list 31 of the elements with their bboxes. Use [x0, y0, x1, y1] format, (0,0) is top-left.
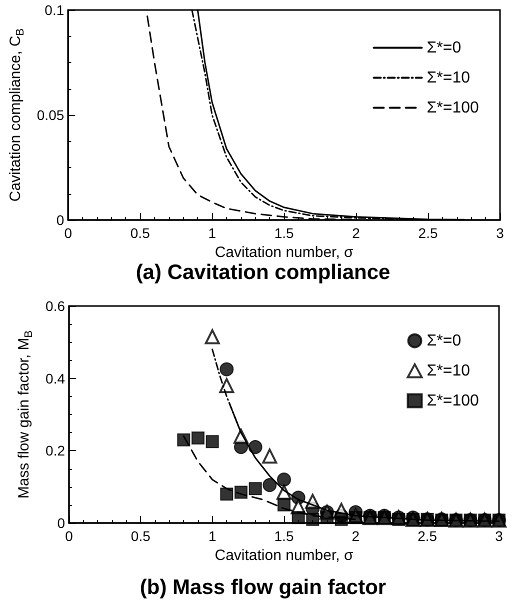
legend-label: Σ*=10 [426, 362, 470, 380]
y-axis-title: Mass flow gain factor, MB [16, 330, 36, 499]
legend-label: Σ*=0 [426, 39, 462, 56]
x-tick-label: 0.5 [130, 528, 151, 544]
x-tick-label: 2 [352, 528, 360, 544]
x-tick-label: 3 [496, 225, 504, 241]
x-tick-label: 1 [208, 528, 216, 544]
x-tick-label: 1.5 [274, 225, 294, 241]
legend-label: Σ*=100 [426, 392, 480, 410]
x-tick-label: 2.5 [418, 528, 438, 544]
x-tick-label: 3 [495, 528, 504, 544]
y-tick-label: 0 [56, 212, 64, 228]
x-tick-label: 1.5 [274, 528, 294, 544]
legend-label: Σ*=10 [426, 69, 470, 86]
y-tick-label: 0.2 [46, 442, 66, 459]
legend-label: Σ*=0 [426, 332, 462, 350]
x-axis-title: Cavitation number, σ [214, 244, 354, 261]
y-tick-label: 0.1 [44, 2, 64, 18]
y-tick-label: 0 [57, 515, 66, 531]
x-tick-label: 2 [352, 225, 360, 241]
y-tick-label: 0.4 [46, 370, 66, 386]
y-tick-label: 0.6 [46, 298, 66, 314]
text: (a) Cavitation compliance [136, 261, 390, 284]
x-axis-title: Cavitation number, σ [214, 546, 354, 564]
x-tick-label: 2.5 [418, 225, 438, 241]
x-tick-label: 0.5 [130, 225, 150, 241]
text: (b) Mass flow gain factor [140, 576, 386, 599]
y-tick-label: 0.05 [36, 107, 64, 123]
y-axis-title: Cavitation compliance, CB [7, 28, 26, 202]
x-tick-label: 1 [208, 225, 216, 241]
legend-label: Σ*=100 [426, 99, 480, 116]
